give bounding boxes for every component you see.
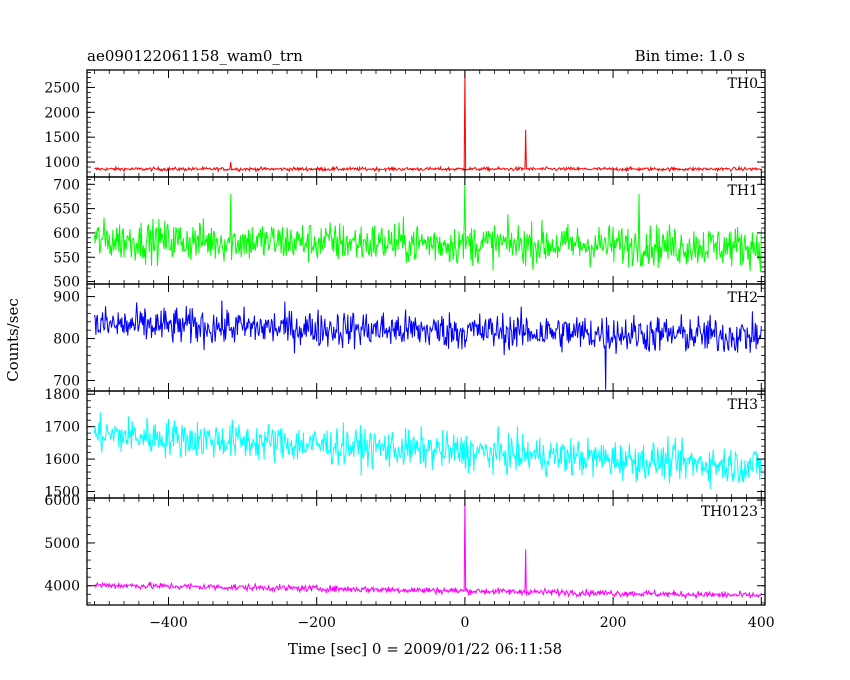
chart-title: ae090122061158_wam0_trn bbox=[87, 47, 303, 65]
y-tick-label: 1500 bbox=[44, 485, 80, 501]
y-tick-label: 1000 bbox=[44, 155, 80, 171]
panel-label: TH3 bbox=[728, 397, 758, 413]
x-tick-label: 200 bbox=[600, 615, 627, 631]
x-tick-label: −400 bbox=[149, 615, 187, 631]
y-tick-label: 1700 bbox=[44, 420, 80, 436]
panel-th0: 1000 1500 2000 2500 TH0 bbox=[44, 69, 766, 178]
x-axis: −400 −200 0 200 400 bbox=[149, 615, 774, 631]
series-line-th0123 bbox=[94, 498, 762, 600]
y-tick-label: 1800 bbox=[44, 387, 80, 403]
panel-label: TH0123 bbox=[701, 504, 758, 520]
y-tick-label: 500 bbox=[53, 275, 80, 291]
panel-th1: 500 550 600 650 700 TH1 bbox=[53, 176, 766, 291]
y-tick-label: 1500 bbox=[44, 130, 80, 146]
y-tick-label: 800 bbox=[53, 332, 80, 348]
panels: 1000 1500 2000 2500 TH0 500 550 600 650 700 TH1 700… bbox=[44, 69, 766, 606]
y-tick-label: 600 bbox=[53, 226, 80, 242]
y-tick-label: 1600 bbox=[44, 452, 80, 468]
y-tick-label: 2000 bbox=[44, 105, 80, 121]
y-tick-label: 900 bbox=[53, 290, 80, 306]
series-line-th2 bbox=[93, 300, 762, 390]
panel-th0123: 4000 5000 6000 TH0123 bbox=[44, 493, 766, 606]
series-line-th1 bbox=[93, 177, 762, 272]
x-tick-label: 0 bbox=[460, 615, 469, 631]
panel-frame bbox=[86, 176, 766, 285]
series-line-th0 bbox=[94, 70, 762, 174]
y-axis-title: Counts/sec bbox=[4, 298, 22, 382]
y-tick-label: 550 bbox=[53, 250, 80, 266]
y-tick-label: 700 bbox=[53, 177, 80, 193]
y-tick-label: 5000 bbox=[44, 536, 80, 552]
x-axis-title: Time [sec] 0 = 2009/01/22 06:11:58 bbox=[288, 640, 562, 658]
y-tick-label: 700 bbox=[53, 374, 80, 390]
y-tick-label: 650 bbox=[53, 202, 80, 218]
y-tick-label: 2500 bbox=[44, 80, 80, 96]
panel-label: TH0 bbox=[728, 76, 758, 92]
x-tick-label: 400 bbox=[748, 615, 775, 631]
panel-th2: 700 800 900 TH2 bbox=[53, 283, 766, 392]
y-tick-label: 4000 bbox=[44, 579, 80, 595]
x-tick-label: −200 bbox=[297, 615, 335, 631]
panel-frame bbox=[86, 69, 766, 178]
panel-label: TH1 bbox=[728, 183, 758, 199]
panel-th3: 1500 1600 1700 1800 TH3 bbox=[44, 387, 766, 501]
panel-label: TH2 bbox=[728, 290, 758, 306]
y-tick-label: 6000 bbox=[44, 493, 80, 509]
bin-time-label: Bin time: 1.0 s bbox=[635, 47, 745, 65]
series-line-th3 bbox=[93, 412, 762, 490]
